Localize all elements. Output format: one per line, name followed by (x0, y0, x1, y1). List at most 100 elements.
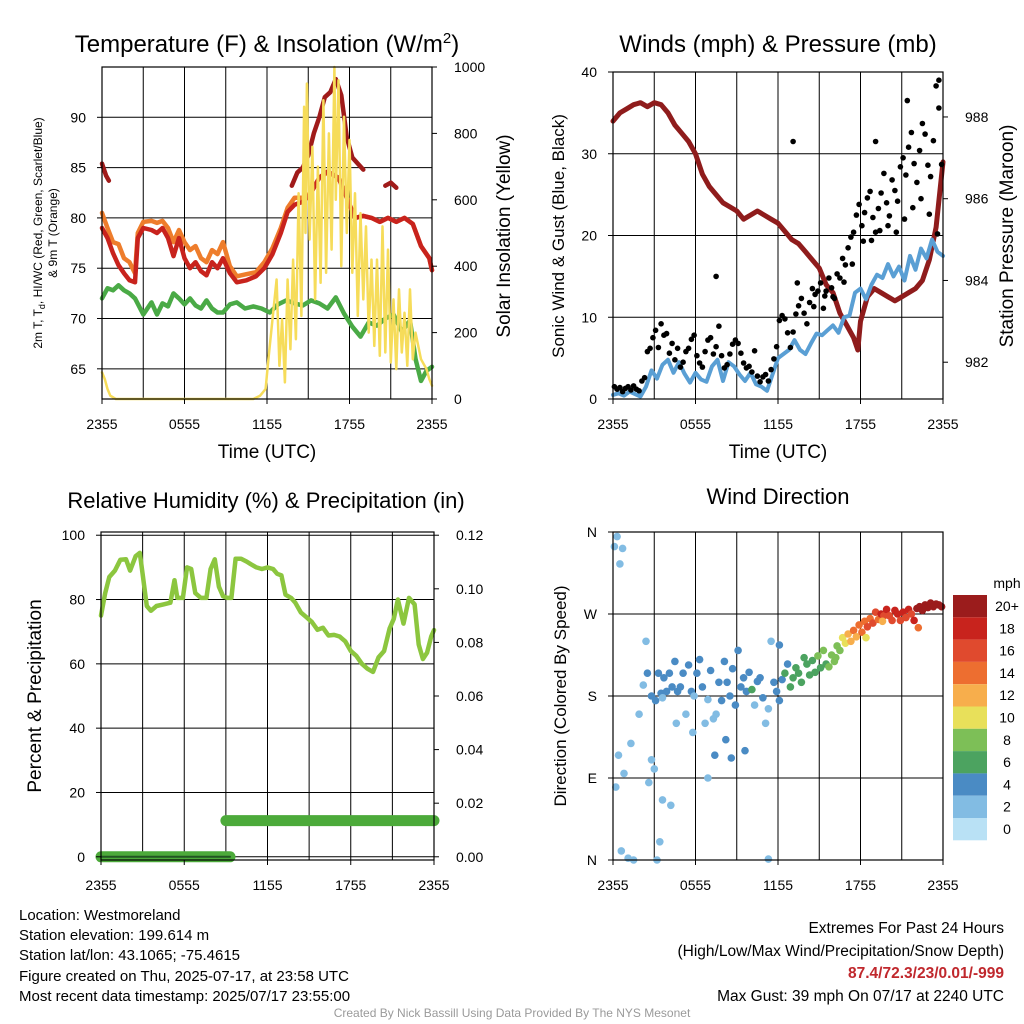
gust-point (811, 303, 817, 310)
y-tick-label: E (588, 770, 597, 786)
direction-point (715, 678, 723, 687)
direction-point (701, 719, 709, 728)
direction-point (825, 663, 833, 671)
gust-point (794, 280, 801, 286)
series-hi (383, 180, 399, 190)
gust-point (820, 305, 827, 312)
gust-point (663, 330, 670, 337)
direction-point (914, 623, 923, 632)
extremes-title: Extremes For Past 24 Hours (808, 920, 1004, 937)
direction-point (656, 838, 664, 846)
colorbar-label: 4 (1003, 776, 1011, 792)
colorbar-label: 10 (999, 710, 1015, 726)
wind-direction-grid (613, 532, 943, 860)
y-tick-label: 20 (581, 228, 597, 244)
x-tick-label: 2355 (418, 877, 449, 893)
gust-point (713, 273, 719, 280)
gust-point (892, 187, 898, 194)
direction-point (741, 746, 749, 755)
y-tick-label: N (587, 524, 597, 540)
gust-point (784, 330, 791, 336)
gust-point (740, 360, 747, 366)
x-tick-label: 2355 (86, 416, 117, 432)
direction-point (690, 692, 698, 700)
humidity-title: Relative Humidity (%) & Precipitation (i… (67, 488, 464, 513)
x-tick-label: 1155 (763, 416, 793, 432)
temperature-xlabel: Time (UTC) (218, 442, 317, 463)
gust-point (900, 155, 906, 161)
y-right-tick-label: 986 (965, 191, 989, 207)
direction-point (869, 619, 877, 627)
direction-point (726, 692, 734, 700)
x-tick-label: 1755 (845, 416, 876, 432)
y-tick-label: 20 (69, 784, 85, 800)
colorbar-swatch (953, 639, 987, 662)
gust-point (885, 222, 891, 229)
gust-point (822, 293, 828, 299)
y-right-tick-label: 0.06 (456, 688, 483, 704)
gust-point (782, 316, 788, 322)
direction-point (819, 646, 828, 655)
colorbar-swatch (953, 595, 987, 618)
direction-point (712, 710, 720, 718)
direction-point (847, 637, 855, 646)
gust-point (839, 255, 846, 262)
gust-point (936, 77, 942, 83)
direction-point (651, 696, 660, 705)
gust-point (702, 348, 708, 355)
colorbar-label: 20+ (995, 598, 1019, 614)
direction-point (770, 678, 778, 687)
gust-point (641, 374, 648, 381)
gust-point (841, 279, 847, 285)
y-tick-label: 80 (70, 210, 86, 226)
humidity-grid (101, 532, 434, 860)
gust-point (680, 359, 686, 366)
colorbar-swatch (953, 795, 987, 818)
colorbar-label: 12 (999, 687, 1015, 703)
direction-point (789, 674, 797, 682)
panel-wind-direction: Wind Direction 2355 0555 1155 1755 2355NESWN… (551, 484, 1021, 893)
series-sonic-wind (611, 237, 945, 399)
colorbar-swatch (953, 661, 987, 685)
gust-point (655, 344, 662, 351)
gust-point (870, 214, 876, 221)
y-right-tick-label: 0.04 (456, 742, 483, 758)
direction-point (689, 728, 697, 737)
y-right-tick-label: 982 (965, 354, 989, 370)
y-right-tick-label: 0.12 (456, 527, 483, 543)
direction-point (620, 769, 628, 778)
gust-point (877, 227, 883, 234)
direction-point (612, 783, 620, 791)
max-gust: Max Gust: 39 mph On 07/17 at 2240 UTC (717, 987, 1004, 1005)
direction-point (764, 855, 773, 863)
gust-point (837, 275, 843, 281)
gust-point (696, 360, 703, 366)
direction-point (767, 637, 775, 646)
gust-point (925, 162, 931, 168)
gust-point (699, 364, 706, 370)
gust-point (688, 336, 695, 343)
gust-point (911, 160, 917, 167)
winds-ylabel-left: Sonic Wind & Gust (Blue, Black) (549, 114, 568, 358)
gust-point (823, 288, 829, 294)
x-tick-label: 2355 (927, 877, 958, 893)
direction-point (781, 669, 789, 677)
direction-point (844, 630, 852, 638)
colorbar-swatch (953, 684, 987, 707)
gust-point (845, 245, 851, 251)
gust-point (861, 209, 868, 216)
gust-point (790, 329, 796, 335)
gust-point (617, 384, 623, 391)
colorbar-label: 14 (999, 665, 1015, 681)
direction-point (803, 660, 811, 668)
y-tick-label: 30 (581, 146, 597, 162)
gust-point (751, 348, 758, 354)
direction-point (832, 653, 840, 662)
gust-point (738, 350, 744, 357)
direction-point (786, 683, 795, 691)
direction-point (734, 646, 742, 655)
direction-point (616, 560, 624, 568)
colorbar-swatch (953, 773, 987, 796)
gust-point (729, 341, 736, 348)
winds-ylabel-right: Station Pressure (Maroon) (997, 125, 1018, 348)
